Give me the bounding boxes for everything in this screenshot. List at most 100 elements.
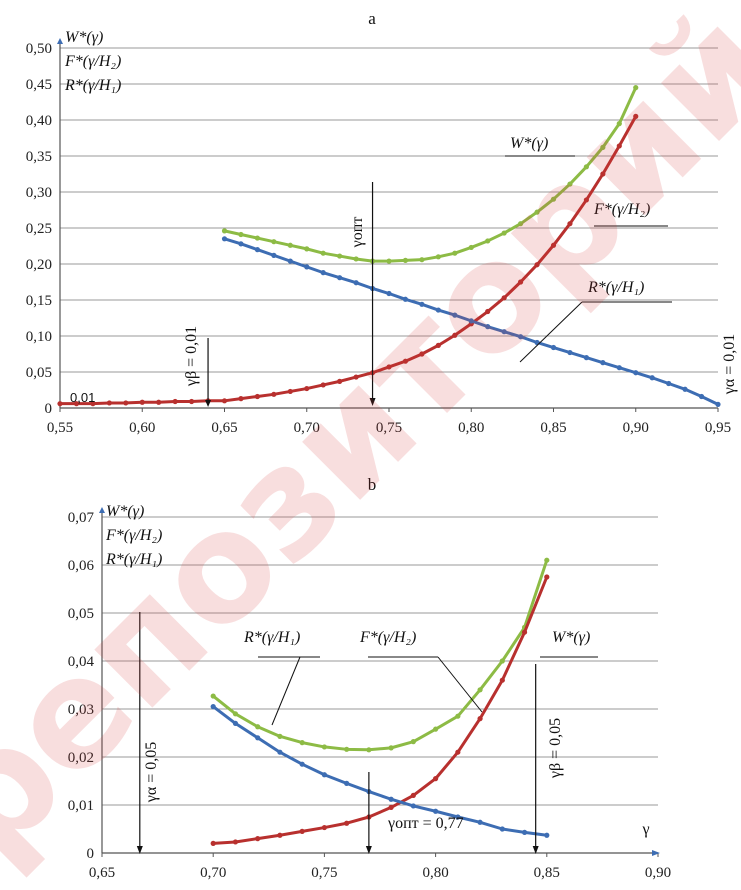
data-point [271,252,277,258]
data-point [600,360,606,366]
data-point [419,257,425,263]
data-point [388,745,394,751]
data-point [254,393,260,400]
data-point [299,740,305,746]
data-point [271,239,277,245]
data-point [73,401,80,407]
data-point [254,247,260,253]
data-point [435,342,441,348]
data-point [287,242,293,248]
data-point [277,749,283,755]
data-point [477,687,483,693]
series-line-0 [212,559,549,752]
y-tick-label: 0,06 [68,558,95,574]
y-tick-label: 0,07 [68,510,95,526]
data-point [106,400,112,406]
data-point [616,121,622,127]
data-point [321,772,327,778]
data-point [410,803,416,809]
data-point [402,358,409,364]
chart-b: b 0 0,01 0,02 0,03 0,04 0,05 0,06 0,07 0,65 0,70 0,… [68,475,671,881]
data-point [633,85,639,91]
data-point [287,258,293,264]
data-point [499,658,505,664]
data-point [304,385,310,392]
data-point [255,724,261,730]
x-axis-label: γ [641,821,649,838]
y-tick-label: 0 [45,401,53,417]
data-point [232,711,239,717]
chart-title: b [368,475,377,494]
data-point [435,254,441,260]
data-point [452,312,458,318]
data-point [501,230,507,236]
y-tick-label: 0,40 [26,113,52,129]
small-value-label: 0,01 [70,390,95,405]
r-series-label: R*(γ/H₁) [243,629,300,646]
f-series-label: F*(γ/H₂) [593,201,650,218]
legend-entry: F*(γ/H₂) [64,53,121,70]
data-point [402,296,409,302]
data-point [299,761,305,767]
gamma-opt-label: γопт = 0,77 [387,815,464,832]
r-label-leader [271,656,301,726]
data-point [468,318,474,324]
y-axis-arrow-icon [99,507,105,513]
data-point [616,143,622,149]
legend-entry: W*(γ) [65,29,103,46]
data-point [90,401,96,407]
data-point [485,324,491,330]
x-tick-label: 0,65 [211,420,237,436]
x-tick-label: 0,85 [540,420,566,436]
y-tick-label: 0,15 [26,293,52,309]
data-point [353,280,359,286]
data-point [271,391,277,397]
data-point [698,393,705,400]
data-point [210,704,216,710]
legend-entry: R*(γ/H₁) [105,551,162,568]
data-point [419,351,425,357]
data-point [320,270,326,276]
data-point [238,241,244,247]
data-point [649,375,655,381]
x-tick-label: 0,85 [534,865,560,881]
data-point [337,378,343,384]
data-point [468,244,474,251]
y-tick-label: 0,20 [26,257,52,273]
x-tick-label: 0,55 [47,420,73,436]
data-point [534,209,540,215]
data-point [452,250,458,256]
data-point [452,332,458,338]
data-point [600,171,606,177]
data-point [221,228,228,234]
data-point [255,836,261,842]
data-point [156,399,162,405]
y-axis-arrow-icon [57,38,63,44]
data-point [600,144,606,150]
data-point [386,290,392,297]
data-point [501,329,507,335]
y-tick-label: 0,03 [68,702,94,718]
data-point [550,242,557,248]
data-point [410,792,416,799]
data-point [544,557,550,563]
series-line-0 [224,86,638,263]
x-axis-arrow-icon [652,850,660,856]
data-point [499,826,505,832]
data-point [433,726,439,732]
series-line-1 [60,115,638,406]
data-point [287,388,293,395]
data-point [499,677,505,683]
data-point [337,275,343,281]
y-tick-label: 0,10 [26,329,52,345]
data-point [320,382,326,388]
series-line-1 [213,576,549,845]
data-point [485,238,491,244]
data-point [321,824,327,831]
data-point [433,808,439,814]
data-point [344,780,350,787]
data-point [633,370,639,376]
y-tick-label: 0,45 [26,77,52,93]
